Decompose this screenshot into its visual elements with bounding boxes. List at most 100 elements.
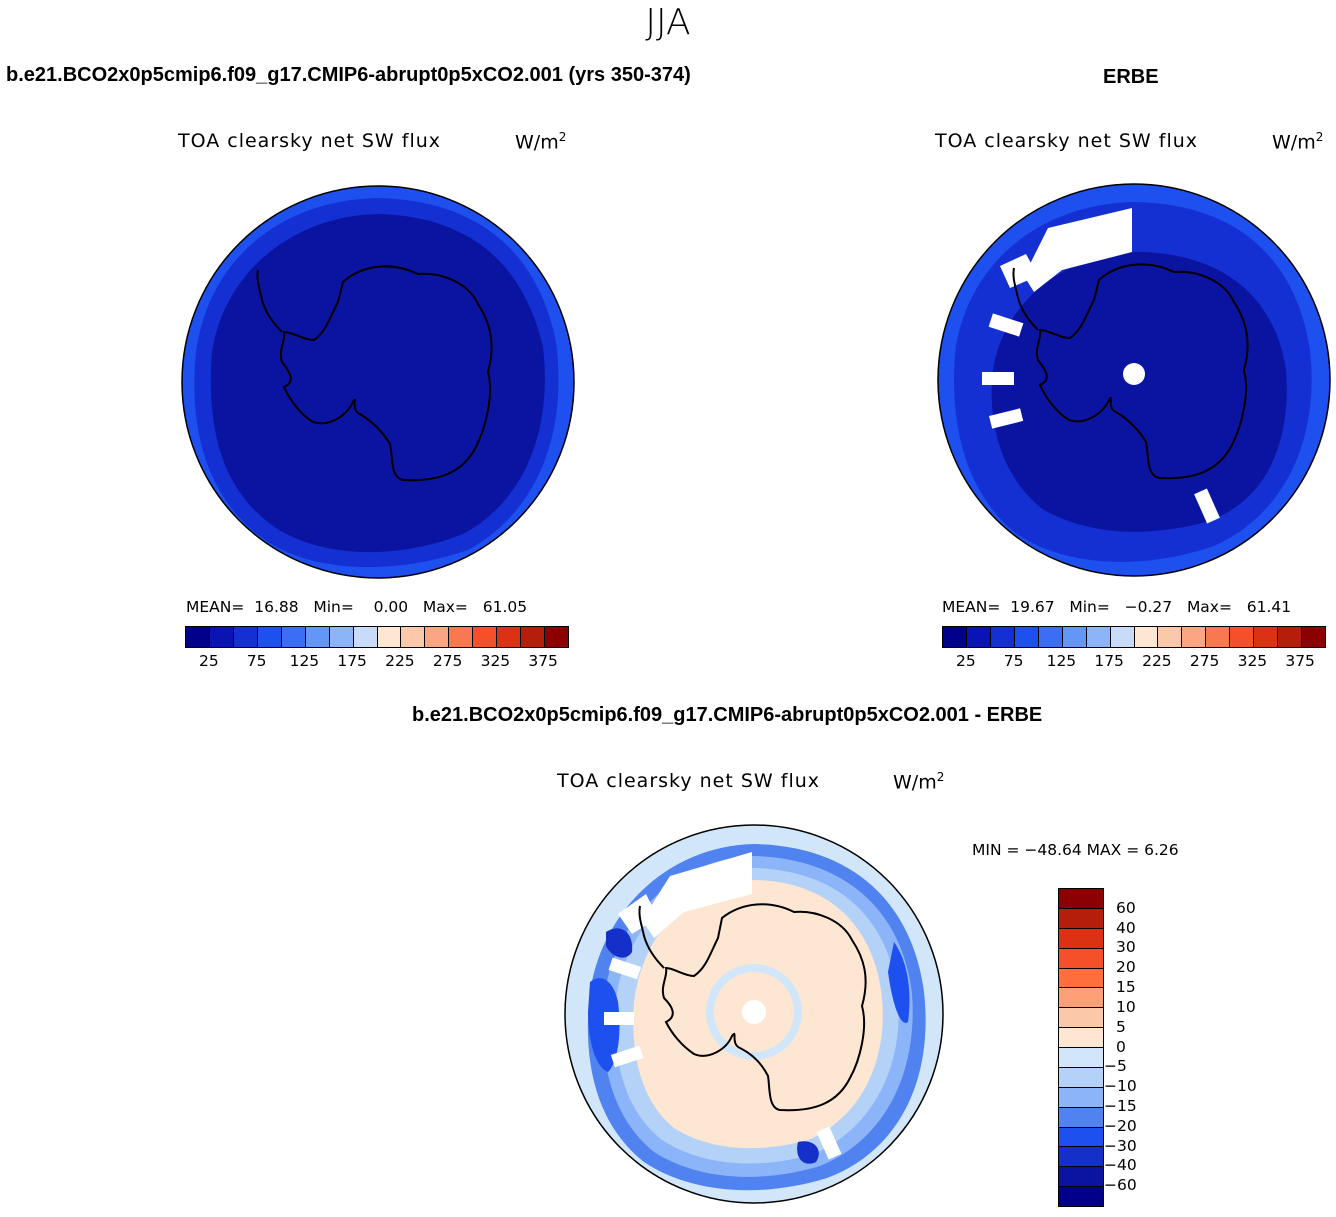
colorbar-swatch xyxy=(209,627,234,647)
colorbar-swatch xyxy=(233,627,258,647)
diff-missing-data-strip-4 xyxy=(816,1126,842,1160)
diff-pole-hole xyxy=(742,1000,766,1024)
diff-units: W/m2 xyxy=(893,770,945,794)
obs-inner-zone xyxy=(991,251,1287,532)
colorbar-tick-label: 125 xyxy=(1046,652,1077,670)
model-panel-title: b.e21.BCO2x0p5cmip6.f09_g17.CMIP6-abrupt… xyxy=(6,64,691,86)
colorbar-swatch xyxy=(545,627,568,647)
model-units: W/m2 xyxy=(515,130,567,154)
colorbar-swatch xyxy=(1059,1167,1103,1188)
obs-missing-data-strip-3 xyxy=(989,408,1024,429)
colorbar-tick-label: 375 xyxy=(528,652,558,670)
diff-polar-map xyxy=(564,824,944,1204)
antarctica-coastline xyxy=(661,903,867,1112)
diff-strong-negative-patch-3 xyxy=(797,1141,819,1164)
obs-missing-data-strip-4 xyxy=(1194,488,1220,524)
colorbar-swatch xyxy=(497,627,522,647)
antarctica-coastline xyxy=(1035,263,1249,480)
obs-colorbar xyxy=(942,626,1326,648)
colorbar-tick-label: 0 xyxy=(1116,1037,1126,1056)
colorbar-swatch xyxy=(1302,627,1325,647)
obs-variable-title: TOA clearsky net SW flux xyxy=(935,130,1199,152)
model-inner-zone xyxy=(210,214,545,553)
colorbar-swatch xyxy=(943,627,967,647)
colorbar-tick-label: 20 xyxy=(1116,958,1136,977)
diff-panel-title: b.e21.BCO2x0p5cmip6.f09_g17.CMIP6-abrupt… xyxy=(412,704,1043,726)
obs-polar-map xyxy=(937,183,1331,577)
diff-minmax: MIN = −48.64 MAX = 6.26 xyxy=(972,841,1179,859)
antarctic-peninsula xyxy=(1012,267,1039,331)
antarctic-peninsula xyxy=(256,269,283,333)
colorbar-tick-label: 60 xyxy=(1116,898,1136,917)
colorbar-swatch xyxy=(1158,627,1183,647)
colorbar-swatch xyxy=(257,627,282,647)
colorbar-swatch xyxy=(1059,1008,1103,1029)
colorbar-swatch xyxy=(281,627,306,647)
colorbar-swatch xyxy=(1059,1107,1103,1128)
colorbar-tick-label: 175 xyxy=(1094,652,1124,670)
colorbar-tick-label: 75 xyxy=(246,652,267,670)
colorbar-swatch xyxy=(1059,1028,1103,1048)
colorbar-swatch xyxy=(1014,627,1039,647)
colorbar-swatch xyxy=(1110,627,1135,647)
colorbar-tick-label: 325 xyxy=(480,652,511,670)
colorbar-swatch xyxy=(1059,1187,1103,1206)
obs-missing-data-strip-2 xyxy=(982,372,1014,385)
diff-strong-negative-patch-4 xyxy=(888,942,910,1023)
colorbar-swatch xyxy=(353,627,378,647)
colorbar-swatch xyxy=(1059,968,1103,989)
colorbar-tick-label: 40 xyxy=(1116,918,1136,937)
colorbar-swatch xyxy=(1086,627,1111,647)
diff-variable-title: TOA clearsky net SW flux xyxy=(557,770,821,792)
colorbar-swatch xyxy=(1062,627,1087,647)
obs-missing-data-wedge-2 xyxy=(1000,254,1038,288)
antarctica-coastline xyxy=(279,265,493,482)
colorbar-swatch xyxy=(1059,908,1103,929)
colorbar-tick-label: −10 xyxy=(1104,1077,1137,1096)
model-colorbar xyxy=(185,626,569,648)
colorbar-swatch xyxy=(1059,1147,1103,1168)
colorbar-swatch xyxy=(1059,889,1103,909)
diff-missing-data-strip-2 xyxy=(604,1012,634,1025)
colorbar-swatch xyxy=(449,627,474,647)
colorbar-tick-label: 325 xyxy=(1237,652,1268,670)
colorbar-swatch xyxy=(1182,627,1207,647)
colorbar-swatch xyxy=(966,627,991,647)
colorbar-swatch xyxy=(990,627,1015,647)
colorbar-swatch xyxy=(1059,1067,1103,1088)
obs-units: W/m2 xyxy=(1272,130,1324,154)
colorbar-swatch xyxy=(1278,627,1303,647)
model-variable-title: TOA clearsky net SW flux xyxy=(178,130,442,152)
colorbar-swatch xyxy=(1059,1048,1103,1068)
colorbar-tick-label: 75 xyxy=(1003,652,1024,670)
colorbar-swatch xyxy=(1059,928,1103,949)
obs-map-border xyxy=(937,183,1331,577)
diff-inner-ring xyxy=(706,964,802,1060)
colorbar-tick-label: −15 xyxy=(1104,1096,1137,1115)
colorbar-tick-label: 25 xyxy=(199,652,219,670)
season-title: JJA xyxy=(645,2,691,43)
obs-pole-hole xyxy=(1123,363,1145,385)
colorbar-swatch xyxy=(1059,1127,1103,1148)
obs-missing-data-strip xyxy=(988,313,1024,337)
colorbar-tick-label: 175 xyxy=(337,652,367,670)
colorbar-tick-label: −40 xyxy=(1104,1156,1137,1175)
antarctic-peninsula xyxy=(638,905,665,969)
colorbar-tick-label: −30 xyxy=(1104,1136,1137,1155)
colorbar-swatch xyxy=(1254,627,1279,647)
model-colorbar-ticks: 25 75 125 175 225 275 325 375 xyxy=(185,652,567,672)
colorbar-swatch xyxy=(401,627,426,647)
colorbar-swatch xyxy=(1059,1087,1103,1108)
colorbar-swatch xyxy=(1230,627,1255,647)
colorbar-tick-label: 375 xyxy=(1285,652,1315,670)
colorbar-tick-label: −60 xyxy=(1104,1176,1137,1195)
diff-missing-data-wedge xyxy=(642,852,752,938)
colorbar-tick-label: 275 xyxy=(432,652,463,670)
colorbar-swatch xyxy=(425,627,450,647)
colorbar-swatch xyxy=(329,627,354,647)
colorbar-tick-label: 30 xyxy=(1116,938,1136,957)
colorbar-swatch xyxy=(1059,948,1103,969)
colorbar-tick-label: 25 xyxy=(956,652,976,670)
diff-colorbar xyxy=(1058,888,1104,1207)
obs-missing-data-wedge xyxy=(1024,208,1132,292)
